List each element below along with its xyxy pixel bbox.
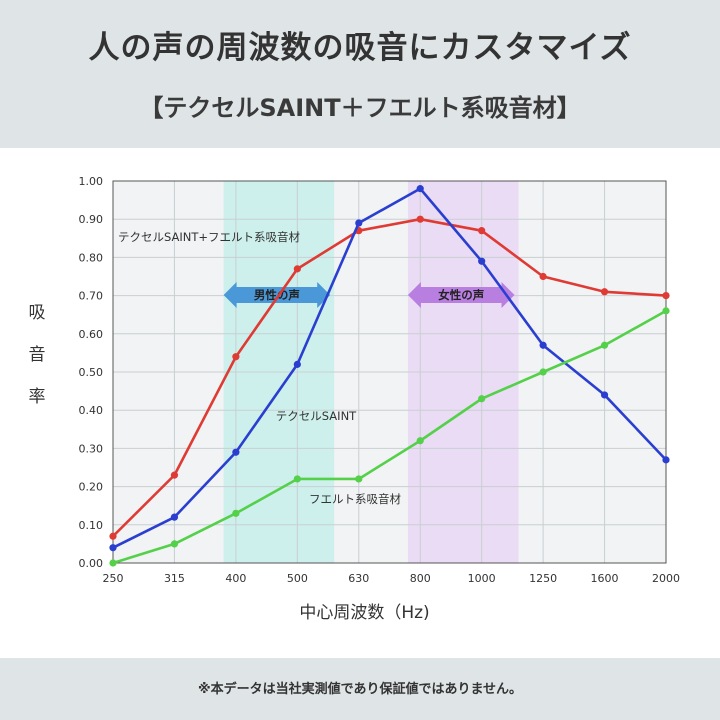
series-0-point [600, 288, 609, 296]
y-tick-label: 0.80 [79, 251, 104, 264]
series-0-point [232, 353, 240, 361]
series-label-2: フエルト系吸音材 [309, 492, 401, 506]
x-axis-title: 中心周波数（Hz) [299, 603, 429, 623]
series-1-point [600, 391, 609, 399]
x-tick-label: 1250 [529, 572, 557, 585]
series-1-point [109, 544, 117, 552]
series-0-point [170, 471, 179, 479]
series-label-1: テクセルSAINT [276, 409, 357, 423]
grid [112, 180, 667, 564]
series-0-point [293, 265, 301, 273]
series-line-1 [112, 187, 667, 549]
series-2-point [662, 307, 670, 315]
y-tick-label: 1.00 [79, 175, 104, 188]
x-tick-label: 315 [164, 572, 185, 585]
series-1-point [478, 257, 486, 265]
x-tick-label: 1000 [468, 572, 496, 585]
y-tick-label: 0.50 [79, 366, 104, 379]
band-label-0: 男性の声 [254, 288, 300, 302]
series-2-point [539, 368, 547, 376]
series-label-0: テクセルSAINT+フエルト系吸音材 [118, 230, 301, 244]
absorption-chart: 0.00 0.10 0.20 0.30 0.40 0.50 0.60 0.70 0.80 0.90… [29, 175, 681, 623]
y-tick-label: 0.10 [79, 519, 104, 532]
header-banner: 人の声の周波数の吸音にカスタマイズ 【テクセルSAINT＋フエルト系吸音材】 [0, 0, 720, 148]
y-tick-label: 0.20 [79, 481, 104, 494]
disclaimer-note: ※本データは当社実測値であり保証値ではありません。 [197, 682, 523, 697]
footer-banner: ※本データは当社実測値であり保証値ではありません。 [0, 658, 720, 720]
series-0-point [539, 272, 547, 281]
series-2-point [600, 341, 609, 349]
band-label-1: 女性の声 [438, 288, 484, 302]
plot-border [112, 180, 667, 564]
x-tick-label: 250 [103, 572, 124, 585]
x-tick-label: 400 [225, 572, 246, 585]
x-tick-label: 1600 [591, 572, 619, 585]
series-0-point [662, 292, 670, 300]
series-2-point [232, 509, 240, 517]
band-arrow-0 [223, 282, 331, 308]
series-2-point [355, 475, 363, 483]
y-tick-label: 0.60 [79, 328, 104, 341]
x-tick-label: 2000 [652, 572, 680, 585]
series-1-point [232, 448, 240, 456]
y-tick-label: 0.90 [79, 213, 104, 226]
series-2-point [109, 559, 117, 567]
series-1-point [293, 360, 301, 368]
x-tick-label: 630 [348, 572, 369, 585]
series-1-point [416, 185, 424, 193]
series-line-0 [112, 217, 667, 538]
y-tick-label: 0.70 [79, 290, 104, 303]
y-axis-title: 吸音率 [29, 303, 46, 407]
series-0-point [478, 227, 486, 235]
band-arrow-1 [407, 282, 515, 308]
page-title: 人の声の周波数の吸音にカスタマイズ [88, 30, 632, 66]
x-tick-label: 500 [287, 572, 308, 585]
series-2-point [170, 540, 179, 548]
y-tick-label: 0.00 [79, 557, 104, 570]
series-2-point [478, 395, 486, 403]
series-1-point [355, 219, 363, 227]
series-2-point [293, 475, 301, 483]
series-1-point [662, 456, 670, 464]
y-tick-label: 0.40 [79, 404, 104, 417]
series-line-2 [112, 309, 667, 565]
y-tick-label: 0.30 [79, 442, 104, 455]
series-1-point [539, 341, 547, 349]
page-subtitle: 【テクセルSAINT＋フエルト系吸音材】 [139, 94, 581, 122]
series-0-point [109, 532, 117, 540]
series-0-point [416, 215, 424, 223]
series-2-point [416, 437, 424, 445]
series-1-point [170, 513, 179, 521]
x-tick-label: 800 [410, 572, 431, 585]
